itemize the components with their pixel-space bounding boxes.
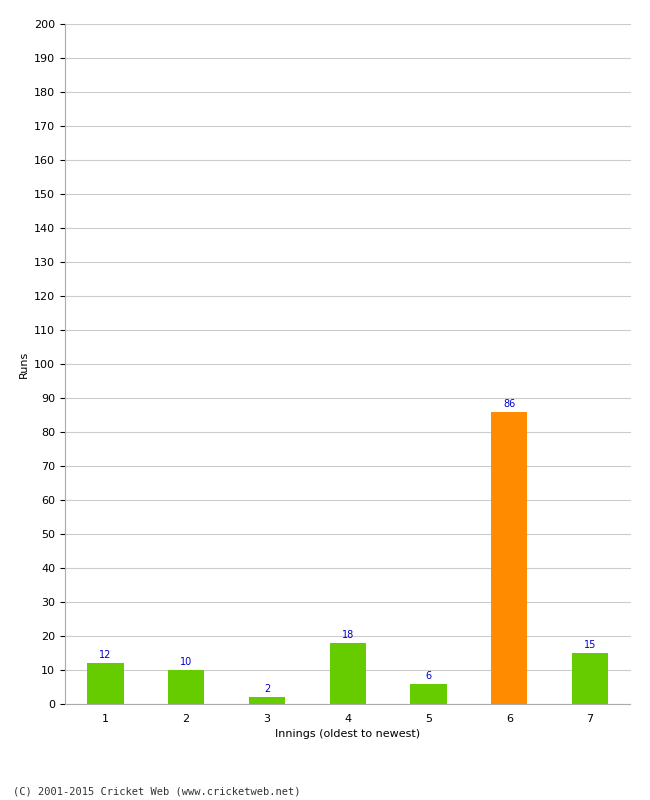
- Bar: [87, 663, 124, 704]
- Bar: [410, 683, 447, 704]
- Text: 86: 86: [503, 399, 515, 409]
- Text: 10: 10: [180, 658, 192, 667]
- Text: (C) 2001-2015 Cricket Web (www.cricketweb.net): (C) 2001-2015 Cricket Web (www.cricketwe…: [13, 786, 300, 796]
- Text: 18: 18: [342, 630, 354, 640]
- Text: 2: 2: [264, 685, 270, 694]
- Bar: [330, 643, 366, 704]
- Bar: [168, 670, 204, 704]
- Bar: [491, 411, 528, 704]
- Text: 15: 15: [584, 640, 596, 650]
- X-axis label: Innings (oldest to newest): Innings (oldest to newest): [275, 730, 421, 739]
- Y-axis label: Runs: Runs: [19, 350, 29, 378]
- Bar: [249, 697, 285, 704]
- Text: 6: 6: [426, 671, 432, 681]
- Bar: [572, 653, 608, 704]
- Text: 12: 12: [99, 650, 112, 661]
